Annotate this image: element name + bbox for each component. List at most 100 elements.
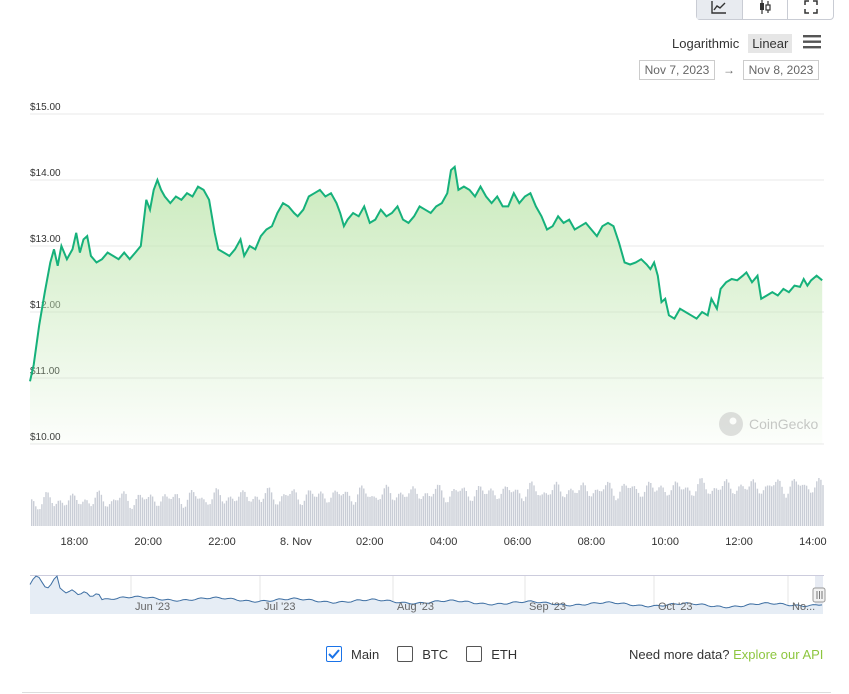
volume-bar — [223, 503, 226, 526]
volume-bar — [137, 494, 139, 526]
volume-bar — [779, 480, 781, 526]
line-chart-button[interactable] — [697, 0, 743, 19]
legend-item-main[interactable]: Main — [326, 646, 379, 662]
volume-bar — [225, 500, 228, 526]
volume-bar — [320, 491, 322, 526]
volume-bar — [147, 497, 150, 526]
volume-bar — [346, 491, 349, 526]
navigator-label: No... — [792, 601, 815, 613]
volume-bar — [535, 491, 537, 526]
volume-bar — [162, 496, 164, 526]
main-checkbox[interactable] — [326, 646, 342, 662]
volume-bar — [516, 489, 519, 526]
volume-bar — [264, 493, 267, 526]
volume-bar — [205, 502, 207, 526]
volume-bar — [31, 499, 33, 526]
volume-bar — [656, 490, 658, 526]
volume-bar — [623, 483, 625, 526]
range-from-input[interactable]: Nov 7, 2023 — [639, 60, 715, 80]
volume-bar — [453, 489, 455, 526]
volume-bar — [156, 505, 158, 526]
volume-bar — [410, 489, 412, 526]
volume-bar — [334, 490, 336, 526]
range-to-input[interactable]: Nov 8, 2023 — [743, 60, 819, 80]
volume-bar — [383, 488, 385, 526]
volume-bar — [627, 487, 629, 526]
volume-bar — [666, 495, 668, 526]
volume-bar — [559, 491, 562, 526]
volume-bar — [268, 487, 271, 526]
candlestick-button[interactable] — [743, 0, 789, 19]
volume-bar — [387, 486, 390, 526]
volume-bar — [426, 493, 429, 526]
volume-bar — [303, 500, 306, 526]
volume-bar — [151, 496, 154, 526]
hamburger-menu-icon[interactable] — [803, 35, 821, 49]
volume-bar — [658, 487, 660, 526]
volume-bar — [104, 506, 107, 526]
volume-bar — [643, 491, 646, 526]
volume-bar — [391, 499, 394, 526]
btc-checkbox[interactable] — [397, 646, 414, 662]
volume-bar — [678, 486, 681, 526]
volume-bar — [369, 496, 371, 526]
volume-bar — [754, 482, 756, 526]
volume-bar — [197, 498, 199, 526]
volume-bar — [609, 482, 611, 526]
legend-label: ETH — [491, 646, 518, 662]
volume-bar — [67, 500, 70, 526]
volume-bar — [41, 504, 43, 526]
volume-bar — [746, 489, 748, 526]
volume-bar — [572, 490, 574, 526]
volume-bar — [291, 490, 293, 526]
price-chart[interactable]: $15.00$14.00$13.00$12.00$11.00$10.00 Coi… — [0, 0, 849, 640]
volume-bar — [301, 505, 303, 526]
volume-bar — [717, 489, 720, 526]
y-tick-label: $15.00 — [30, 102, 61, 113]
volume-bar — [143, 499, 146, 526]
volume-bar — [723, 481, 726, 526]
volume-bar — [53, 506, 55, 526]
linear-option[interactable]: Linear — [748, 33, 793, 53]
volume-bar — [730, 488, 732, 526]
eth-checkbox[interactable] — [466, 646, 483, 662]
volume-bar — [412, 486, 414, 526]
volume-bar — [531, 481, 533, 526]
volume-bar — [652, 487, 654, 526]
volume-bar — [744, 488, 746, 526]
volume-bar — [342, 494, 344, 526]
volume-bar — [461, 488, 463, 526]
legend-item-eth[interactable]: ETH — [466, 646, 517, 662]
explore-api-link[interactable]: Explore our API — [733, 647, 824, 662]
volume-bar — [691, 495, 693, 526]
volume-bar — [158, 505, 160, 526]
volume-bar — [736, 490, 738, 526]
volume-bar — [350, 501, 353, 526]
volume-bar — [719, 489, 722, 526]
volume-bar — [69, 495, 72, 526]
volume-bar — [570, 488, 572, 526]
volume-bar — [467, 496, 470, 526]
volume-bar — [682, 489, 685, 526]
volume-bar — [108, 504, 111, 526]
volume-bar — [287, 495, 289, 526]
fullscreen-button[interactable] — [788, 0, 833, 19]
volume-bar — [283, 494, 285, 526]
volume-bar — [430, 496, 433, 526]
volume-bar — [728, 482, 730, 526]
volume-bar — [242, 490, 244, 526]
volume-bar — [106, 506, 109, 526]
logarithmic-option[interactable]: Logarithmic — [672, 35, 740, 51]
volume-bar — [586, 491, 588, 526]
volume-bar — [393, 500, 396, 526]
volume-bar — [748, 486, 750, 526]
legend-item-btc[interactable]: BTC — [397, 646, 448, 662]
volume-bar — [543, 492, 545, 526]
navigator[interactable]: Jun '23 Jul '23 Aug '23 Sep '23 Oct '23 No... — [29, 575, 826, 615]
volume-bar — [322, 493, 324, 526]
volume-bar — [379, 499, 381, 526]
volume-bar — [385, 484, 388, 526]
volume-bar — [758, 493, 761, 526]
range-arrow: → — [723, 63, 735, 77]
volume-bar — [193, 492, 195, 526]
